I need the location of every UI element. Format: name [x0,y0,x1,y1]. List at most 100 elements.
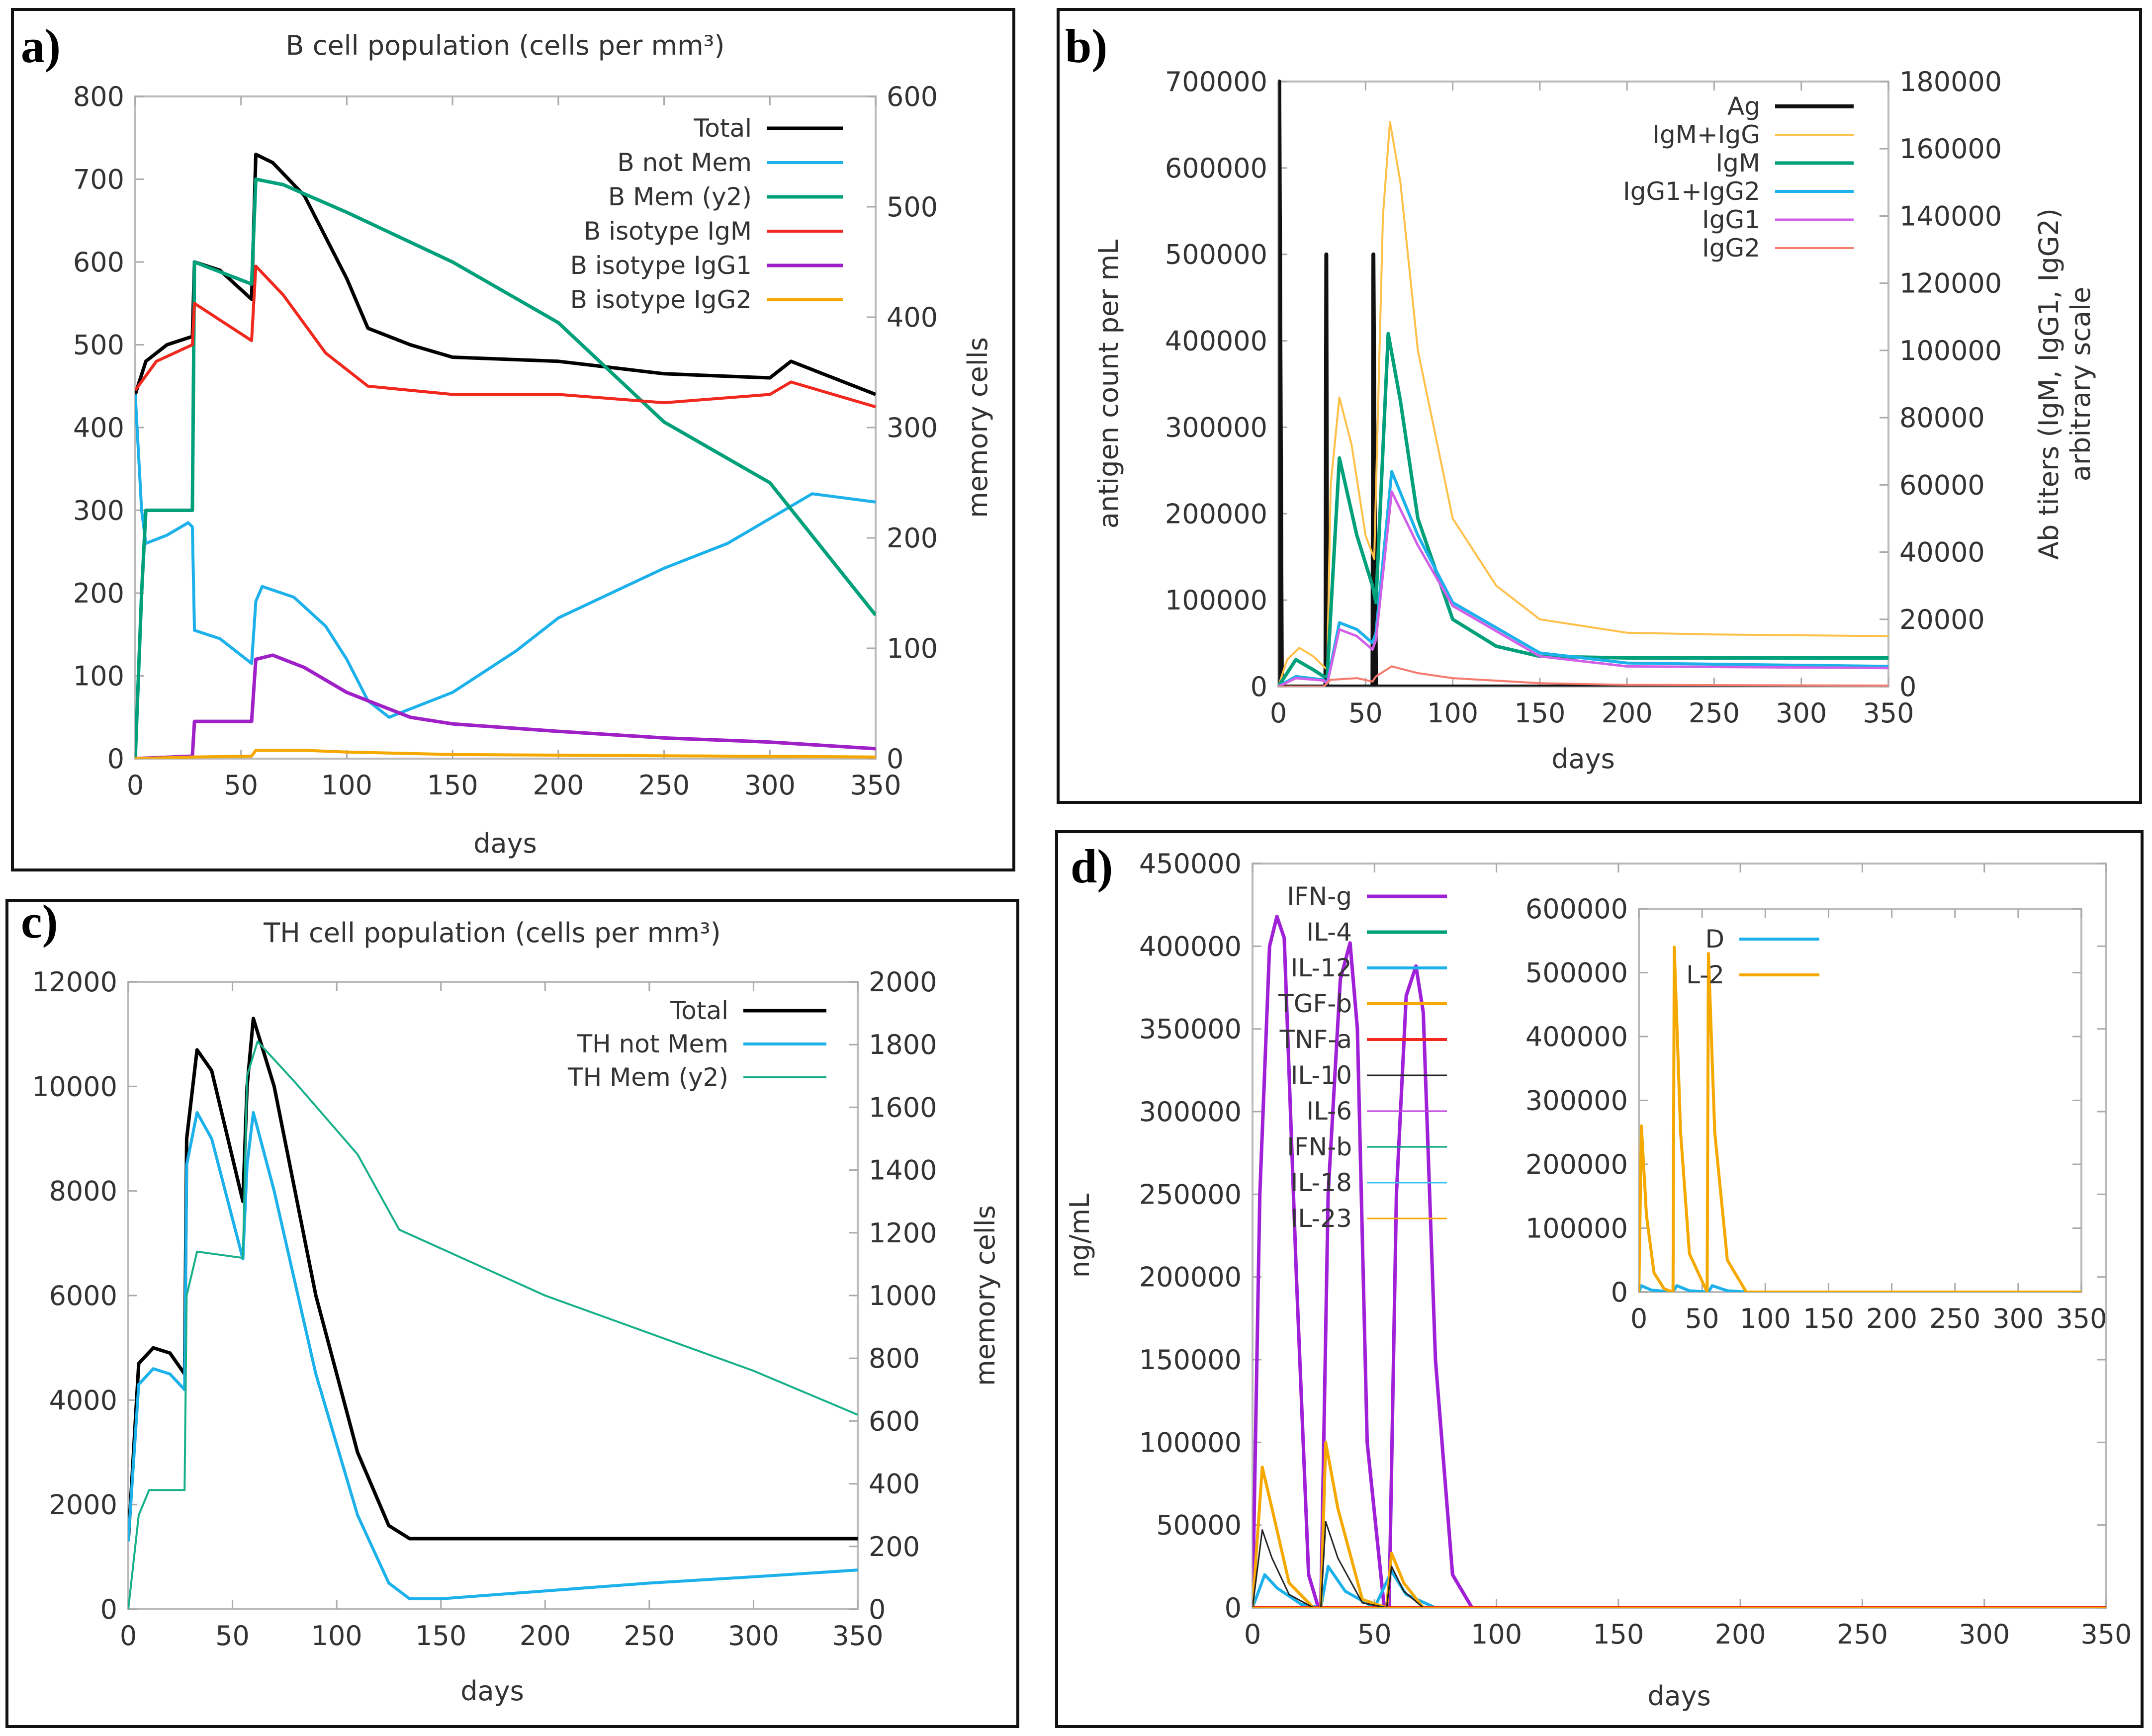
panel-frame [1057,8,2142,804]
x-tick-label: 100 [1471,1619,1522,1650]
x-tick-label: 250 [638,770,690,801]
y2-axis-label: memory cells [970,1205,1001,1386]
y-tick-label: 400000 [1525,1021,1628,1052]
y2-tick-label: 600 [887,81,938,112]
y2-tick-label: 0 [869,1594,886,1625]
legend-item: B not Mem [617,148,843,177]
y2-tick-label: 300 [887,412,938,443]
y2-tick-label: 800 [869,1343,920,1374]
x-tick-label: 0 [1270,697,1287,729]
y-tick-label: 0 [107,743,124,775]
y-tick-label: 0 [100,1594,117,1625]
x-tick-label: 100 [311,1620,362,1651]
y-tick-label: 0 [1225,1592,1242,1624]
legend-label: D [1705,925,1724,954]
y2-tick-label: 40000 [1899,537,1985,568]
y-tick-label: 600000 [1525,893,1628,925]
legend-label: TGF-b [1278,989,1352,1018]
y2-tick-label: 140000 [1899,200,2002,232]
y-tick-label: 2000 [49,1489,117,1521]
legend-label: TH not Mem [577,1030,728,1058]
y-tick-label: 100000 [1525,1213,1628,1244]
series-line-b-not-mem [135,394,876,719]
legend-item: Ag [1727,92,1854,121]
y2-tick-label: 120000 [1899,268,2002,299]
y2-tick-label: 0 [1899,671,1916,702]
series-line-igm [1278,332,1888,687]
x-tick-label: 100 [321,770,372,801]
series-line-ifn-g [1253,915,2106,1608]
legend-label: IL-12 [1291,954,1352,982]
x-tick-label: 100 [1740,1303,1791,1334]
legend-label: Total [693,114,752,143]
x-tick-label: 50 [224,770,258,801]
y2-tick-label: 1600 [869,1092,937,1123]
legend-label: IgG1 [1702,205,1760,234]
series-line-ag [1278,80,1888,687]
x-axis-label: days [1551,743,1614,775]
legend: IFN-g IL-4 IL-12 TGF-b TNF-a IL-10 IL-6 IFN-b IL… [1278,882,1447,1233]
y2-tick-label: 1200 [869,1217,937,1249]
x-tick-label: 300 [1776,697,1827,729]
y-tick-label: 600000 [1165,153,1267,184]
y-tick-label: 400000 [1165,326,1267,357]
y-tick-label: 100 [73,661,124,692]
y2-axis-label: Ab titers (IgM, IgG1, IgG2) [2033,208,2064,560]
legend-label: B Mem (y2) [608,182,752,211]
legend-label: IgM [1715,149,1760,177]
x-tick-label: 300 [728,1620,779,1651]
legend-label: IFN-b [1287,1132,1352,1161]
series-line-igm-igg [1278,121,1888,687]
x-axis-label: days [460,1675,524,1707]
x-tick-label: 300 [1992,1303,2044,1334]
x-tick-label: 0 [1630,1303,1647,1334]
y2-tick-label: 400 [869,1469,920,1500]
plot-border [1277,81,1889,688]
series-line-b-isotype-igm [135,264,876,409]
y-tick-label: 6000 [49,1280,117,1311]
chart-title: TH cell population (cells per mm³) [263,917,720,949]
legend-item: IL-10 [1291,1061,1447,1090]
panel-b: b) days antigen count per mL Ab titers (IgM… [1057,8,2142,804]
x-tick-label: 50 [215,1620,250,1651]
legend-item: B isotype IgG2 [570,285,843,314]
legend-item: TH not Mem [577,1030,826,1058]
series-line-b-mem-y2- [135,177,876,759]
legend-item: IgG1 [1702,205,1854,234]
legend-label: IL-4 [1306,918,1352,947]
legend-label: IgM+IgG [1652,120,1760,149]
y-tick-label: 200000 [1525,1149,1628,1180]
y2-tick-label: 400 [887,302,938,333]
series-line-d [1639,1284,2081,1292]
y2-tick-label: 500 [887,191,938,223]
y2-tick-label: 2000 [869,966,937,998]
x-tick-label: 50 [1357,1619,1392,1650]
legend-item: IgG2 [1702,234,1854,262]
legend-item: Total [670,996,826,1025]
series-group [1639,946,2081,1292]
panel-a: a) B cell population (cells per mm³) days m… [11,8,1015,871]
y-tick-label: 500000 [1165,239,1267,270]
y-tick-label: 12000 [32,966,117,998]
chart-title: B cell population (cells per mm³) [286,30,725,61]
y-tick-label: 300000 [1165,412,1267,443]
x-tick-label: 250 [1929,1303,1980,1334]
y-tick-label: 200 [73,578,124,609]
series-group [1278,80,1888,687]
y2-axis-label: arbitrary scale [2065,287,2096,482]
x-tick-label: 100 [1427,697,1478,729]
legend-label: TH Mem (y2) [567,1063,728,1092]
x-tick-label: 350 [832,1620,883,1651]
y-tick-label: 300000 [1525,1085,1628,1117]
x-tick-label: 350 [850,770,901,801]
legend-item: IgM [1715,149,1854,177]
panel-d: d) days ng/mL 0 50 100 150 200 250 300 350 0 50000 10… [1055,830,2144,1728]
y-tick-label: 400 [73,412,124,443]
y-tick-label: 100000 [1139,1427,1242,1458]
y2-axis-label: memory cells [962,337,993,518]
series-line-l-2 [1639,946,2081,1292]
series-line-th-not-mem [128,1111,858,1600]
legend-item: IL-4 [1306,918,1447,947]
x-tick-label: 0 [120,1620,137,1651]
legend-item: IL-12 [1291,954,1447,982]
